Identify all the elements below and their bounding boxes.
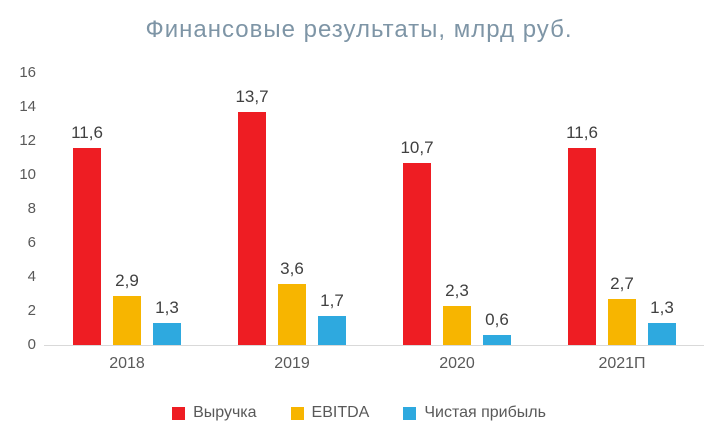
bar-net-profit-2020 xyxy=(483,335,511,345)
bar-value-label: 2,9 xyxy=(115,271,139,290)
y-axis-tick-label: 14 xyxy=(19,98,36,115)
bar-revenue-2020 xyxy=(403,163,431,345)
bar-net-profit-2019 xyxy=(318,316,346,345)
y-axis-tick-label: 2 xyxy=(27,302,36,319)
y-axis-tick-label: 0 xyxy=(27,336,36,353)
legend-label: Выручка xyxy=(193,404,257,421)
bar-revenue-2021П xyxy=(568,148,596,345)
chart-title: Финансовые результаты, млрд руб. xyxy=(145,16,573,43)
y-axis-tick-label: 10 xyxy=(19,166,36,183)
x-axis-category-label: 2019 xyxy=(274,355,310,372)
bar-value-label: 2,3 xyxy=(445,281,469,300)
bar-ebitda-2018 xyxy=(113,296,141,345)
bar-net-profit-2021П xyxy=(648,323,676,345)
y-axis-tick-label: 16 xyxy=(19,64,36,81)
bar-revenue-2019 xyxy=(238,112,266,345)
legend-swatch-revenue xyxy=(172,406,186,420)
bar-value-label: 1,7 xyxy=(320,291,344,310)
legend-label: EBITDA xyxy=(311,404,370,421)
x-axis-category-label: 2021П xyxy=(598,355,646,372)
legend-swatch-net-profit xyxy=(403,406,417,420)
legend-swatch-ebitda xyxy=(290,406,304,420)
legend-label: Чистая прибыль xyxy=(424,404,546,421)
bar-revenue-2018 xyxy=(73,148,101,345)
y-axis-tick-label: 8 xyxy=(27,200,36,217)
bar-ebitda-2021П xyxy=(608,299,636,345)
y-axis-tick-label: 6 xyxy=(27,234,36,251)
bar-net-profit-2018 xyxy=(153,323,181,345)
bar-value-label: 11,6 xyxy=(566,123,598,142)
x-axis-category-label: 2020 xyxy=(439,355,475,372)
bar-value-label: 13,7 xyxy=(235,87,269,106)
chart-legend: Выручка EBITDA Чистая прибыль xyxy=(0,400,718,426)
x-axis-category-label: 2018 xyxy=(109,355,145,372)
bar-value-label: 2,7 xyxy=(610,274,634,293)
legend-item-net-profit: Чистая прибыль xyxy=(403,404,546,422)
y-axis-tick-label: 12 xyxy=(19,132,36,149)
bar-value-label: 1,3 xyxy=(155,298,179,317)
y-axis-tick-label: 4 xyxy=(27,268,36,285)
bar-value-label: 3,6 xyxy=(280,259,304,278)
bar-ebitda-2019 xyxy=(278,284,306,345)
bar-value-label: 1,3 xyxy=(650,298,674,317)
x-axis-line xyxy=(44,345,704,346)
bar-ebitda-2020 xyxy=(443,306,471,345)
bar-value-label: 11,6 xyxy=(71,123,103,142)
bar-value-label: 0,6 xyxy=(485,310,509,329)
legend-item-ebitda: EBITDA xyxy=(290,404,370,422)
legend-item-revenue: Выручка xyxy=(172,404,257,422)
bar-value-label: 10,7 xyxy=(400,138,434,157)
